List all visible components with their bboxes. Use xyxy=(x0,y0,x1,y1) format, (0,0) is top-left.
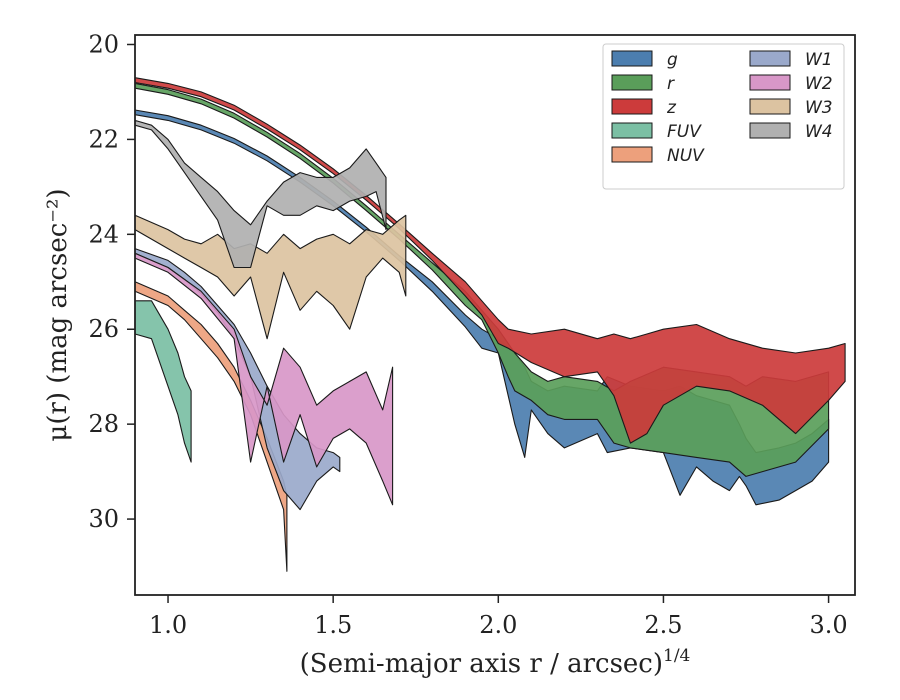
legend-label-nuv: NUV xyxy=(667,146,705,166)
legend-label-g: g xyxy=(667,50,678,70)
x-tick-label: 2.0 xyxy=(479,611,517,639)
plot-frame xyxy=(134,34,856,596)
legend-swatch-g xyxy=(611,50,653,67)
band-areas xyxy=(134,77,846,572)
legend-swatch-r xyxy=(611,74,653,91)
y-tick-label: 30 xyxy=(88,505,119,533)
y-tick-label: 20 xyxy=(88,30,119,58)
x-tick-label: 3.0 xyxy=(809,611,847,639)
legend-swatch-w1 xyxy=(749,50,791,67)
y-tick-label: 28 xyxy=(88,410,119,438)
legend-swatch-z xyxy=(611,98,653,115)
legend-swatch-w2 xyxy=(749,74,791,91)
legend-label-fuv: FUV xyxy=(667,122,702,142)
legend-label-z: z xyxy=(666,98,677,118)
legend-label-w1: W1 xyxy=(805,50,833,70)
y-tick-label: 24 xyxy=(88,220,119,248)
legend-items: grz FUV NUV W1 W2 W3 W4 xyxy=(611,50,833,166)
legend-swatch-nuv xyxy=(611,146,653,163)
legend: grz FUV NUV W1 W2 W3 W4 xyxy=(602,43,845,190)
band-fuv xyxy=(134,300,192,463)
legend-label-r: r xyxy=(667,74,675,94)
x-axis-label: (Semi-major axis r / arcsec)1/4 xyxy=(300,646,691,679)
legend-swatch-w4 xyxy=(749,122,791,139)
y-axis-label: μ(r) (mag arcsec⁻²) xyxy=(43,188,73,441)
legend-swatch-w3 xyxy=(749,98,791,115)
legend-label-w3: W3 xyxy=(805,98,833,118)
y-axis-ticks: 20 22 24 26 28 30 xyxy=(88,30,135,533)
legend-label-w2: W2 xyxy=(805,74,833,94)
band-w2 xyxy=(134,252,394,506)
y-tick-label: 22 xyxy=(88,125,119,153)
legend-label-w4: W4 xyxy=(805,122,833,142)
y-tick-label: 26 xyxy=(88,315,119,343)
x-axis-ticks: 1.0 1.5 2.0 2.5 3.0 xyxy=(149,595,848,639)
band-w4 xyxy=(134,119,387,269)
x-tick-label: 2.5 xyxy=(644,611,682,639)
legend-swatch-fuv xyxy=(611,122,653,139)
x-axis-label-superscript: 1/4 xyxy=(663,646,690,666)
x-tick-label: 1.0 xyxy=(149,611,187,639)
x-tick-label: 1.5 xyxy=(314,611,352,639)
